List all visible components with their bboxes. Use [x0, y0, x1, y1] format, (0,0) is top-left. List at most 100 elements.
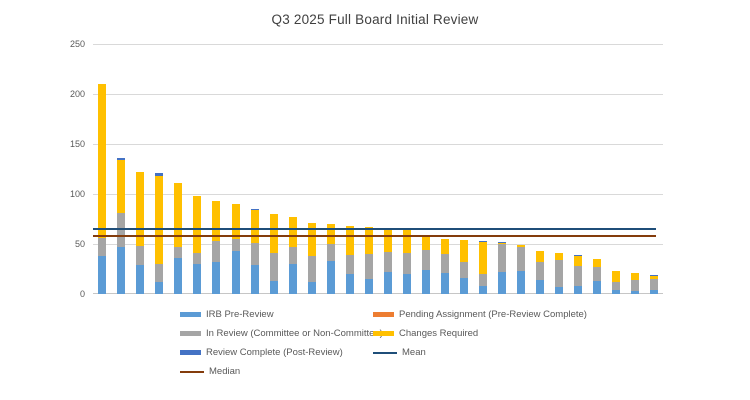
- bar-segment-review: [497, 242, 506, 243]
- bar-segment-changes: [650, 276, 659, 279]
- bar-segment-in: [307, 256, 316, 282]
- bar-segment-in: [155, 264, 164, 282]
- bar-segment-in: [459, 262, 468, 278]
- bar: [193, 196, 202, 294]
- bar-segment-in: [440, 254, 449, 273]
- bar-segment-changes: [364, 227, 373, 254]
- bar-segment-changes: [231, 204, 240, 239]
- bar-segment-changes: [593, 259, 602, 267]
- bar: [421, 237, 430, 294]
- bar-segment-changes: [421, 237, 430, 250]
- legend-item-mean: Mean: [373, 347, 587, 358]
- bar: [497, 242, 506, 294]
- bar-segment-irb: [288, 264, 297, 294]
- legend-item-in-review-committee-or-non-committee: In Review (Committee or Non-Committee): [180, 328, 383, 339]
- bar-segment-changes: [516, 245, 525, 247]
- bar-segment-in: [136, 246, 145, 265]
- bar-segment-irb: [555, 287, 564, 294]
- bar-segment-irb: [612, 290, 621, 294]
- bar-segment-changes: [250, 210, 259, 243]
- bar: [593, 259, 602, 294]
- bar-segment-in: [555, 260, 564, 287]
- bar-segment-irb: [212, 262, 221, 294]
- bar-segment-in: [612, 282, 621, 290]
- bar-segment-in: [364, 254, 373, 279]
- y-axis-tick-label: 50: [74, 239, 85, 249]
- bar-segment-review: [478, 241, 487, 242]
- bar: [612, 271, 621, 294]
- legend-swatch-bar: [180, 312, 201, 317]
- bar-segment-irb: [98, 256, 107, 294]
- y-axis-tick-label: 250: [69, 39, 85, 49]
- bar: [212, 201, 221, 294]
- bar: [555, 253, 564, 294]
- legend-swatch-line: [373, 351, 397, 354]
- bar-segment-irb: [231, 251, 240, 294]
- bar-segment-in: [98, 238, 107, 256]
- bar: [478, 241, 487, 294]
- bar-segment-in: [516, 247, 525, 271]
- bar-segment-irb: [497, 272, 506, 294]
- bar: [650, 275, 659, 294]
- bar-segment-irb: [478, 286, 487, 294]
- legend-item-irb-pre-review: IRB Pre-Review: [180, 309, 373, 320]
- bar: [307, 223, 316, 294]
- bar: [402, 230, 411, 294]
- y-axis-tick-label: 200: [69, 89, 85, 99]
- bar-segment-changes: [555, 253, 564, 260]
- legend-swatch-bar: [180, 350, 201, 355]
- legend-swatch-line: [180, 370, 204, 373]
- bar-segment-in: [402, 253, 411, 274]
- bar: [459, 240, 468, 294]
- bar-segment-changes: [212, 201, 221, 241]
- bar-segment-changes: [136, 172, 145, 246]
- bar-segment-changes: [98, 84, 107, 238]
- bar-segment-changes: [307, 223, 316, 256]
- bar: [288, 217, 297, 294]
- legend-item-pending-assignment-pre-review-complete: Pending Assignment (Pre-Review Complete): [373, 309, 587, 320]
- bar-segment-irb: [364, 279, 373, 294]
- bar-segment-irb: [117, 247, 126, 294]
- legend-label: IRB Pre-Review: [206, 309, 274, 320]
- bar-segment-irb: [574, 286, 583, 294]
- bar-segment-irb: [193, 264, 202, 294]
- legend-label: In Review (Committee or Non-Committee): [206, 328, 383, 339]
- bar-segment-review: [155, 173, 164, 176]
- legend-swatch-bar: [180, 331, 201, 336]
- bar-segment-changes: [269, 214, 278, 253]
- gridline: [93, 144, 663, 145]
- bar: [231, 204, 240, 294]
- bar-segment-in: [250, 243, 259, 265]
- bar-segment-changes: [345, 226, 354, 255]
- bar-segment-review: [250, 209, 259, 210]
- bar: [136, 172, 145, 294]
- bar: [250, 209, 259, 294]
- bar-segment-in: [345, 255, 354, 274]
- legend-item-changes-required: Changes Required: [373, 328, 587, 339]
- y-axis-tick-label: 150: [69, 139, 85, 149]
- legend-label: Median: [209, 366, 241, 377]
- bar-segment-changes: [288, 217, 297, 247]
- bar: [174, 183, 183, 294]
- bar-segment-in: [478, 274, 487, 286]
- bar-segment-irb: [345, 274, 354, 294]
- y-axis-tick-label: 100: [69, 189, 85, 199]
- legend: IRB Pre-Review Pending Assignment (Pre-Re…: [180, 309, 587, 377]
- bar-segment-in: [193, 253, 202, 264]
- bar-segment-irb: [326, 261, 335, 294]
- legend-label: Mean: [402, 347, 426, 358]
- bar-segment-in: [650, 279, 659, 290]
- bar-segment-in: [593, 267, 602, 281]
- bar-segment-changes: [535, 251, 544, 262]
- legend-item-median: Median: [180, 366, 373, 377]
- bar-segment-in: [231, 239, 240, 251]
- bar-segment-in: [269, 253, 278, 281]
- bar-segment-changes: [193, 196, 202, 253]
- bar-segment-changes: [478, 242, 487, 274]
- gridline: [93, 293, 663, 294]
- legend-swatch-bar: [373, 312, 394, 317]
- bar-segment-irb: [631, 291, 640, 294]
- bar-segment-irb: [402, 274, 411, 294]
- bar-segment-changes: [497, 243, 506, 244]
